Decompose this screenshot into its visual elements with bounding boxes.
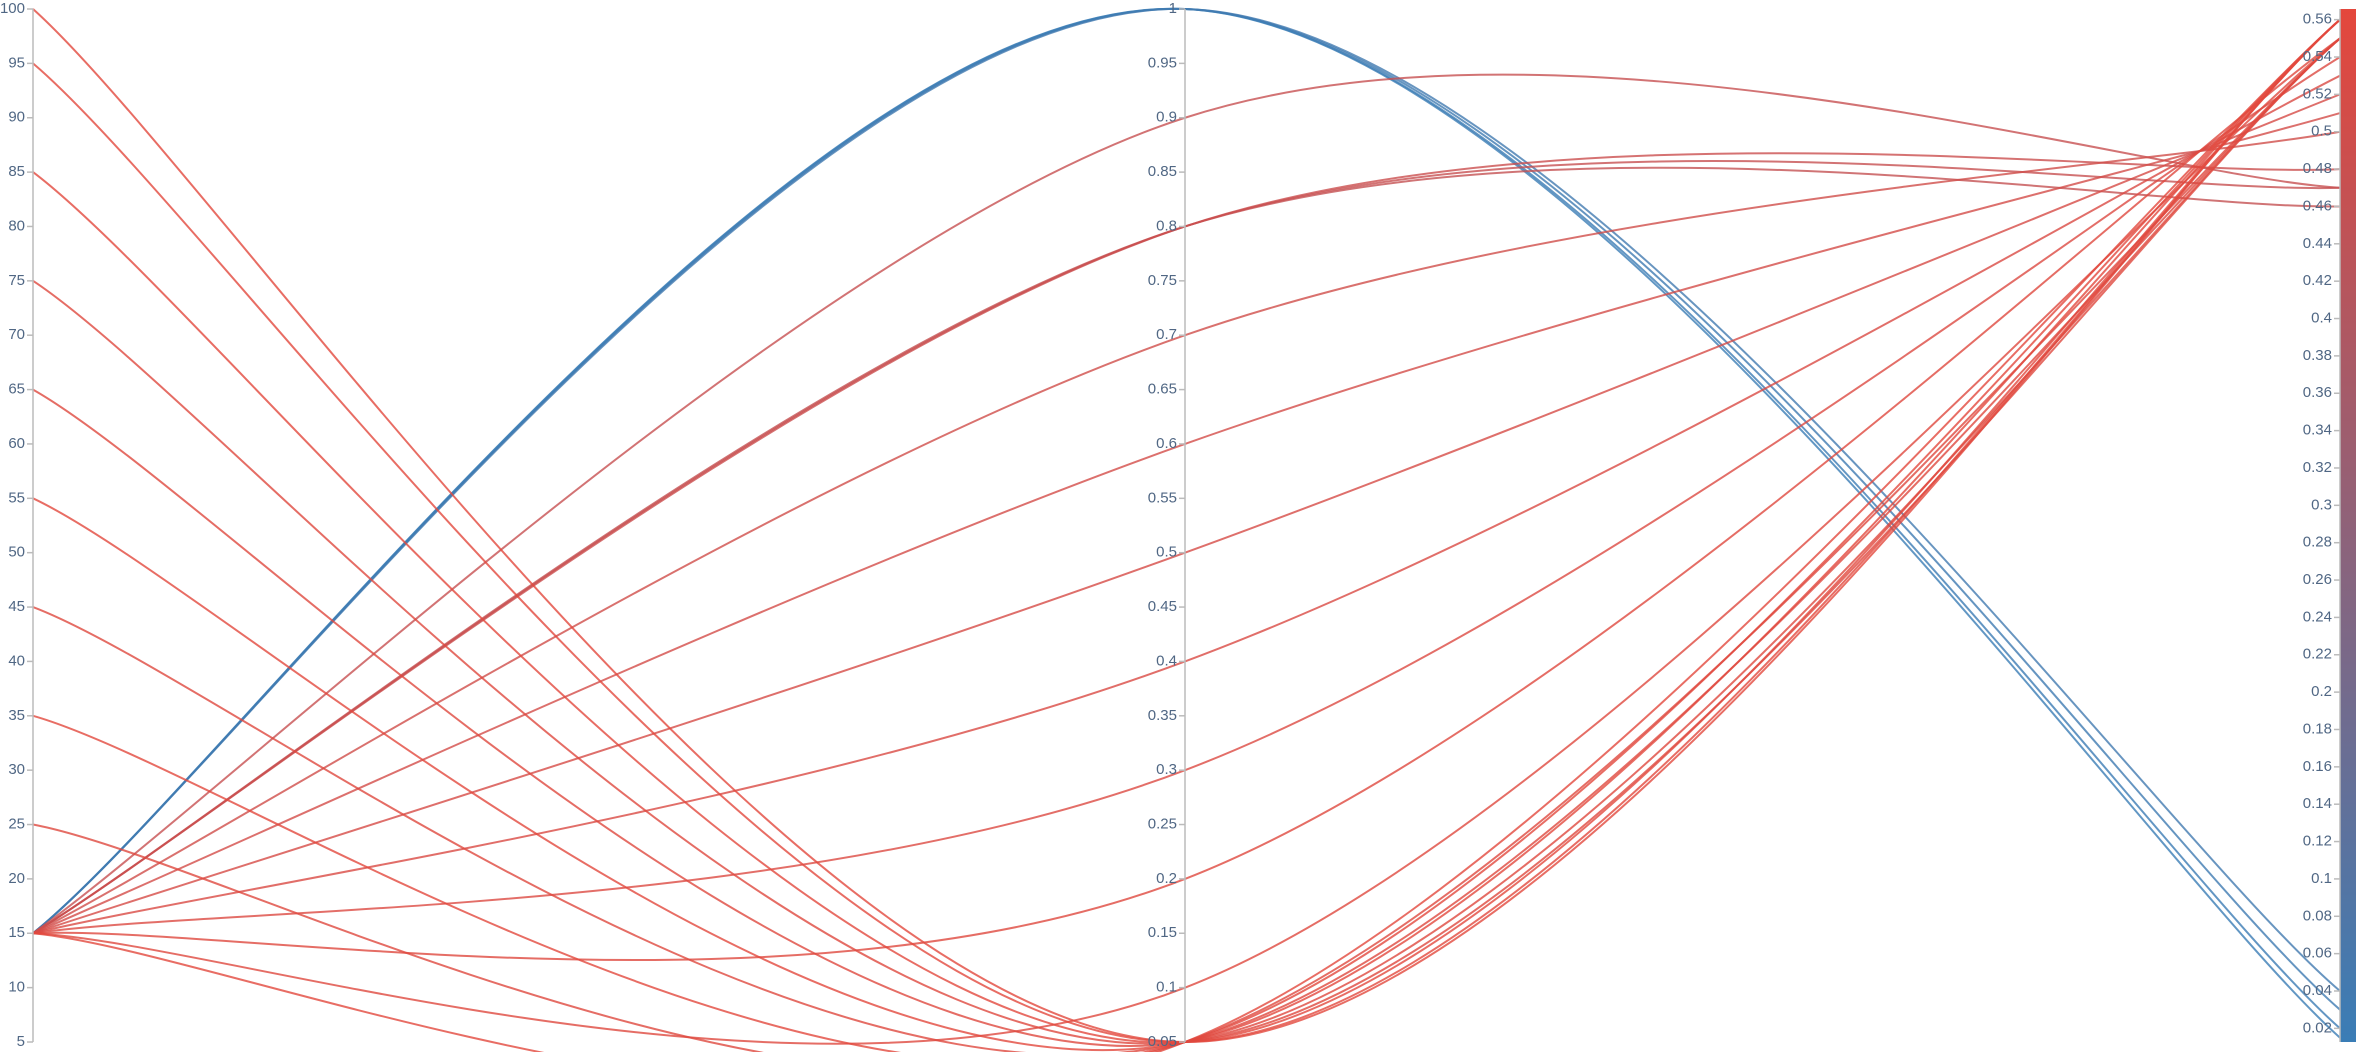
tick-label: 0.1 xyxy=(1156,979,1177,996)
tick-label: 0.08 xyxy=(2303,907,2332,924)
tick-label: 0.45 xyxy=(1148,598,1177,615)
tick-label: 0.06 xyxy=(2303,945,2332,962)
tick-label: 0.34 xyxy=(2303,422,2332,439)
tick-label: 0.38 xyxy=(2303,347,2332,364)
data-line xyxy=(32,112,2341,935)
data-line xyxy=(32,152,2341,935)
data-line xyxy=(32,74,2341,935)
data-line xyxy=(32,37,2341,1056)
tick-label: 0.46 xyxy=(2303,197,2332,214)
tick-label: 40 xyxy=(8,652,25,669)
tick-label: 0.9 xyxy=(1156,109,1177,126)
tick-label: 0.02 xyxy=(2303,1019,2332,1036)
tick-label: 0.05 xyxy=(1148,1033,1177,1050)
tick-label: 60 xyxy=(8,435,25,452)
tick-label: 90 xyxy=(8,109,25,126)
tick-label: 65 xyxy=(8,381,25,398)
tick-label: 0.3 xyxy=(1156,761,1177,778)
tick-label: 0.14 xyxy=(2303,795,2332,812)
data-line xyxy=(32,18,2341,1057)
data-line xyxy=(32,18,2341,1051)
tick-label: 0.04 xyxy=(2303,982,2332,999)
data-line xyxy=(32,37,2341,1045)
tick-label: 0.4 xyxy=(2311,309,2332,326)
tick-label: 0.16 xyxy=(2303,758,2332,775)
tick-label: 0.2 xyxy=(1156,870,1177,887)
tick-label: 95 xyxy=(8,54,25,71)
tick-label: 0.5 xyxy=(1156,544,1177,561)
data-line xyxy=(32,7,2341,992)
tick-label: 35 xyxy=(8,707,25,724)
tick-label: 0.18 xyxy=(2303,720,2332,737)
tick-label: 0.85 xyxy=(1148,163,1177,180)
tick-label: 25 xyxy=(8,815,25,832)
data-line xyxy=(32,37,2341,1057)
tick-label: 0.65 xyxy=(1148,381,1177,398)
data-line xyxy=(32,7,2341,1030)
tick-label: 0.28 xyxy=(2303,534,2332,551)
data-line xyxy=(32,37,2341,1047)
tick-label: 15 xyxy=(8,924,25,941)
data-line xyxy=(32,93,2341,935)
data-line xyxy=(32,166,2341,935)
data-line xyxy=(32,130,2341,935)
tick-label: 5 xyxy=(17,1033,25,1050)
tick-label: 20 xyxy=(8,870,25,887)
tick-label: 0.36 xyxy=(2303,384,2332,401)
tick-label: 0.6 xyxy=(1156,435,1177,452)
data-line xyxy=(32,18,2341,1044)
tick-label: 50 xyxy=(8,544,25,561)
tick-label: 0.22 xyxy=(2303,646,2332,663)
tick-label: 0.32 xyxy=(2303,459,2332,476)
tick-label: 0.95 xyxy=(1148,54,1177,71)
tick-label: 100 xyxy=(0,0,25,17)
tick-label: 0.5 xyxy=(2311,123,2332,140)
tick-label: 85 xyxy=(8,163,25,180)
data-line xyxy=(32,8,2341,1044)
tick-label: 0.2 xyxy=(2311,683,2332,700)
tick-label: 0.42 xyxy=(2303,272,2332,289)
tick-label: 0.52 xyxy=(2303,85,2332,102)
data-line xyxy=(32,18,2341,1057)
tick-label: 0.25 xyxy=(1148,815,1177,832)
tick-label: 1 xyxy=(1169,0,1177,17)
tick-label: 0.55 xyxy=(1148,489,1177,506)
data-line xyxy=(32,7,2341,1039)
tick-label: 0.7 xyxy=(1156,326,1177,343)
data-line xyxy=(32,37,2341,962)
data-line xyxy=(32,18,2341,1044)
data-line xyxy=(32,160,2341,935)
tick-label: 45 xyxy=(8,598,25,615)
tick-label: 0.26 xyxy=(2303,571,2332,588)
tick-label: 0.54 xyxy=(2303,48,2332,65)
tick-label: 30 xyxy=(8,761,25,778)
tick-label: 0.1 xyxy=(2311,870,2332,887)
tick-label: 0.4 xyxy=(1156,652,1177,669)
tick-label: 0.44 xyxy=(2303,235,2332,252)
colorbar xyxy=(2340,9,2356,1042)
tick-label: 0.48 xyxy=(2303,160,2332,177)
data-line xyxy=(32,37,2341,1045)
tick-label: 10 xyxy=(8,979,25,996)
tick-label: 0.3 xyxy=(2311,496,2332,513)
tick-label: 75 xyxy=(8,272,25,289)
tick-label: 0.24 xyxy=(2303,608,2332,625)
data-line xyxy=(32,56,2341,935)
tick-label: 70 xyxy=(8,326,25,343)
tick-label: 0.35 xyxy=(1148,707,1177,724)
tick-label: 0.8 xyxy=(1156,217,1177,234)
tick-label: 80 xyxy=(8,217,25,234)
tick-label: 55 xyxy=(8,489,25,506)
data-line xyxy=(32,73,2341,935)
tick-label: 0.75 xyxy=(1148,272,1177,289)
tick-label: 0.56 xyxy=(2303,11,2332,28)
tick-label: 0.15 xyxy=(1148,924,1177,941)
tick-label: 0.12 xyxy=(2303,833,2332,850)
